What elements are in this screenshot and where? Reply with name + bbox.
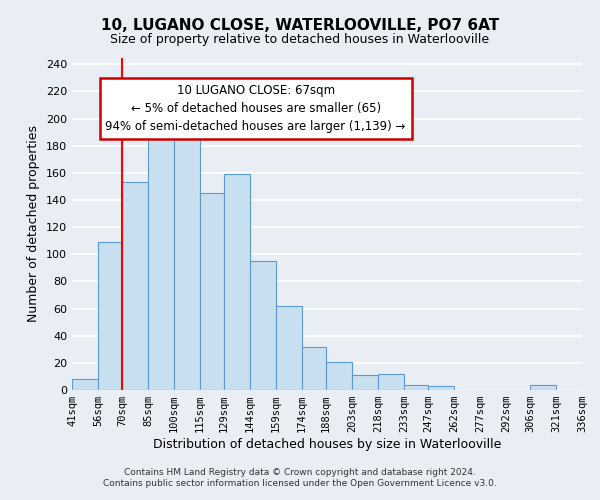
Bar [404,384,428,390]
Bar [122,182,148,390]
Bar [378,374,404,390]
Bar [302,346,326,390]
Y-axis label: Number of detached properties: Number of detached properties [28,125,40,322]
Bar [148,126,174,390]
Bar [72,379,98,390]
Bar [200,193,224,390]
X-axis label: Distribution of detached houses by size in Waterlooville: Distribution of detached houses by size … [153,438,501,451]
Text: 10, LUGANO CLOSE, WATERLOOVILLE, PO7 6AT: 10, LUGANO CLOSE, WATERLOOVILLE, PO7 6AT [101,18,499,32]
Text: Size of property relative to detached houses in Waterlooville: Size of property relative to detached ho… [110,32,490,46]
Bar [224,174,250,390]
Text: 10 LUGANO CLOSE: 67sqm
← 5% of detached houses are smaller (65)
94% of semi-deta: 10 LUGANO CLOSE: 67sqm ← 5% of detached … [106,84,406,133]
Bar [428,386,454,390]
Bar [250,261,276,390]
Text: Contains HM Land Registry data © Crown copyright and database right 2024.
Contai: Contains HM Land Registry data © Crown c… [103,468,497,487]
Bar [352,375,378,390]
Bar [530,384,556,390]
Bar [276,306,302,390]
Bar [326,362,352,390]
Bar [98,242,122,390]
Bar [174,126,200,390]
